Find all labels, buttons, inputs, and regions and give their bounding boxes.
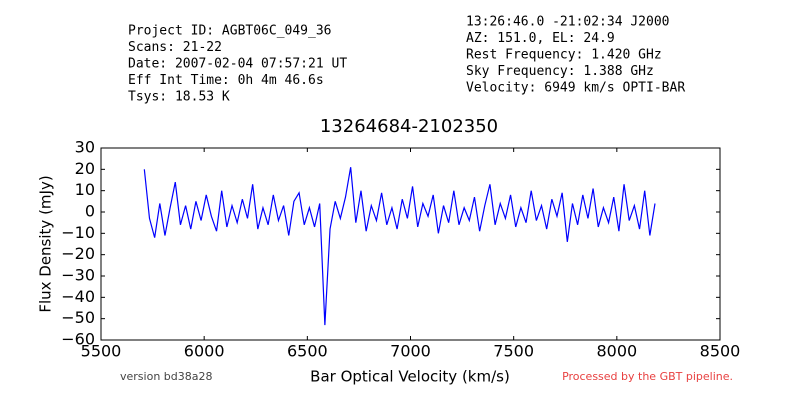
x-tick-label: 8000 xyxy=(596,342,637,361)
header-line: Date: 2007-02-04 07:57:21 UT xyxy=(128,57,347,72)
header-line: AZ: 151.0, EL: 24.9 xyxy=(466,31,615,46)
y-tick-label: −60 xyxy=(61,330,95,349)
y-tick-label: 20 xyxy=(75,159,95,178)
y-tick-label: −30 xyxy=(61,266,95,285)
spectrum-line xyxy=(143,167,656,326)
header-line: 13:26:46.0 -21:02:34 J2000 xyxy=(466,15,670,30)
header-line: Rest Frequency: 1.420 GHz xyxy=(466,48,662,63)
y-tick-label: −50 xyxy=(61,308,95,327)
x-axis-label: Bar Optical Velocity (km/s) xyxy=(310,368,510,386)
x-tick-label: 8500 xyxy=(700,342,741,361)
y-tick-label: −40 xyxy=(61,287,95,306)
y-axis-label: Flux Density (mJy) xyxy=(37,175,55,312)
y-tick-label: −20 xyxy=(61,244,95,263)
plot-frame xyxy=(100,147,721,341)
y-tick-label: 0 xyxy=(85,202,95,221)
x-tick-label: 5500 xyxy=(81,342,122,361)
y-tick-label: −10 xyxy=(61,223,95,242)
chart-title: 13264684-2102350 xyxy=(320,116,498,137)
x-tick-label: 7000 xyxy=(390,342,431,361)
y-tick-label: 10 xyxy=(75,180,95,199)
x-tick-label: 7500 xyxy=(493,342,534,361)
header-line: Tsys: 18.53 K xyxy=(128,90,230,105)
header-line: Project ID: AGBT06C_049_36 xyxy=(128,24,332,39)
header-line: Eff Int Time: 0h 4m 46.6s xyxy=(128,73,324,88)
x-tick-label: 6500 xyxy=(287,342,328,361)
pipeline-label: Processed by the GBT pipeline. xyxy=(562,370,733,383)
header-line: Scans: 21-22 xyxy=(128,40,222,55)
version-label: version bd38a28 xyxy=(120,370,213,383)
header-line: Sky Frequency: 1.388 GHz xyxy=(466,64,654,79)
y-tick-label: 30 xyxy=(75,138,95,157)
header-line: Velocity: 6949 km/s OPTI-BAR xyxy=(466,81,685,96)
x-tick-label: 6000 xyxy=(184,342,225,361)
